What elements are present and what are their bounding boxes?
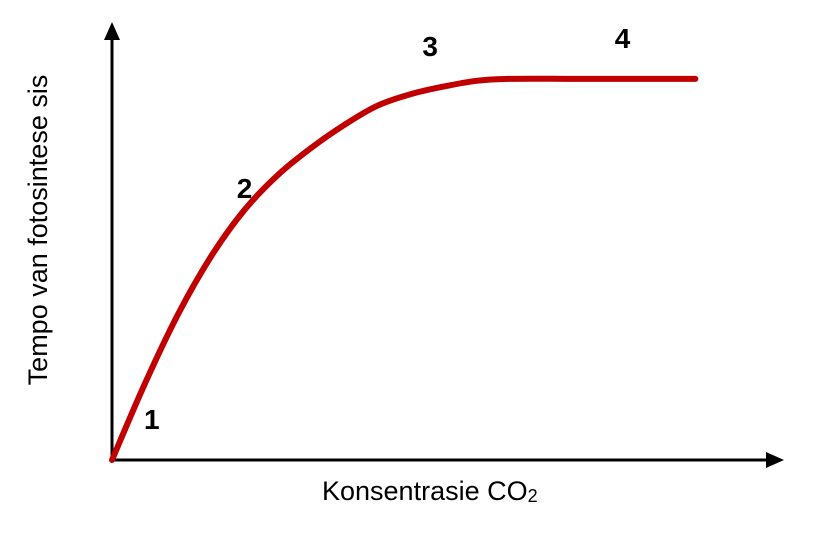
y-axis-label: Tempo van fotosintese sis bbox=[23, 75, 53, 386]
x-axis-arrow bbox=[766, 452, 784, 468]
y-axis-arrow bbox=[104, 22, 120, 40]
point-label-4: 4 bbox=[615, 23, 631, 54]
rate-curve bbox=[109, 75, 699, 463]
point-annotations: 1 2 3 4 bbox=[144, 23, 631, 435]
x-axis bbox=[110, 452, 784, 468]
y-axis bbox=[104, 22, 120, 460]
point-label-2: 2 bbox=[237, 173, 253, 204]
point-label-3: 3 bbox=[422, 31, 438, 62]
x-axis-label: Konsentrasie CO2 bbox=[322, 476, 538, 506]
point-label-1: 1 bbox=[144, 404, 160, 435]
